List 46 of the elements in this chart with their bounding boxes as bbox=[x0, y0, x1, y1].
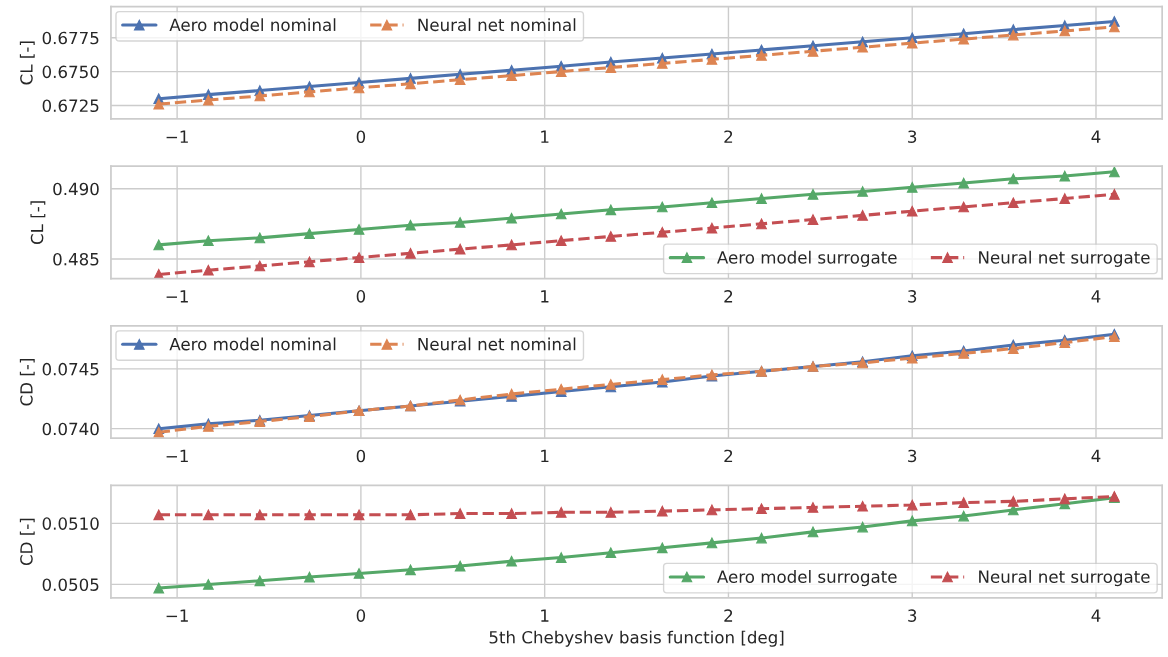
x-tick-label: 2 bbox=[724, 290, 733, 303]
x-tick-label: 1 bbox=[541, 130, 549, 143]
legend-label: Neural net surrogate bbox=[979, 570, 1150, 587]
x-tick-label: 4 bbox=[1091, 290, 1101, 303]
x-tick-label: 3 bbox=[908, 130, 917, 143]
x-tick-label: −1 bbox=[166, 449, 188, 463]
x-tick-label: −1 bbox=[166, 609, 188, 622]
y-axis-title: CD [-] bbox=[19, 359, 35, 406]
y-tick-label: 0.0510 bbox=[42, 517, 99, 530]
x-tick-label: −1 bbox=[166, 290, 188, 303]
legend-label: Aero model surrogate bbox=[717, 570, 897, 587]
x-tick-label: 1 bbox=[541, 449, 549, 463]
x-tick-label: 3 bbox=[908, 290, 917, 303]
x-tick-label: 3 bbox=[908, 449, 917, 463]
y-tick-label: 0.485 bbox=[53, 252, 99, 266]
y-tick-label: 0.490 bbox=[53, 182, 99, 196]
x-tick-label: 0 bbox=[356, 130, 366, 143]
y-tick-label: 0.0505 bbox=[42, 578, 99, 591]
x-tick-label: 2 bbox=[724, 449, 733, 463]
y-axis-title: CL [-] bbox=[19, 41, 35, 85]
x-tick-label: 4 bbox=[1091, 449, 1101, 463]
y-axis-title: CD [-] bbox=[19, 518, 35, 566]
y-tick-label: 0.6750 bbox=[42, 65, 99, 79]
x-tick-label: 2 bbox=[724, 609, 733, 622]
legend-label: Neural net surrogate bbox=[979, 250, 1150, 267]
x-axis-title: 5th Chebyshev basis function [deg] bbox=[489, 630, 784, 647]
legend-label: Neural net nominal bbox=[418, 18, 576, 32]
x-tick-label: 1 bbox=[541, 290, 549, 303]
x-tick-label: 1 bbox=[541, 609, 549, 622]
legend-label: Aero model surrogate bbox=[717, 250, 897, 267]
x-tick-label: 2 bbox=[724, 130, 733, 143]
x-tick-label: 4 bbox=[1091, 130, 1101, 143]
x-tick-label: 0 bbox=[356, 609, 366, 622]
y-tick-label: 0.6725 bbox=[42, 99, 99, 113]
legend-label: Neural net nominal bbox=[418, 337, 576, 351]
x-tick-label: 0 bbox=[356, 449, 366, 463]
y-tick-label: 0.6775 bbox=[42, 31, 99, 45]
y-axis-title: CL [-] bbox=[30, 201, 46, 245]
x-tick-label: 3 bbox=[908, 609, 917, 622]
x-tick-label: 4 bbox=[1091, 609, 1101, 622]
y-tick-label: 0.0745 bbox=[42, 362, 99, 376]
x-tick-label: −1 bbox=[166, 130, 188, 143]
legend-label: Aero model nominal bbox=[169, 18, 336, 32]
x-tick-label: 0 bbox=[356, 290, 366, 303]
legend-label: Aero model nominal bbox=[169, 337, 336, 351]
y-tick-label: 0.0740 bbox=[42, 422, 99, 436]
